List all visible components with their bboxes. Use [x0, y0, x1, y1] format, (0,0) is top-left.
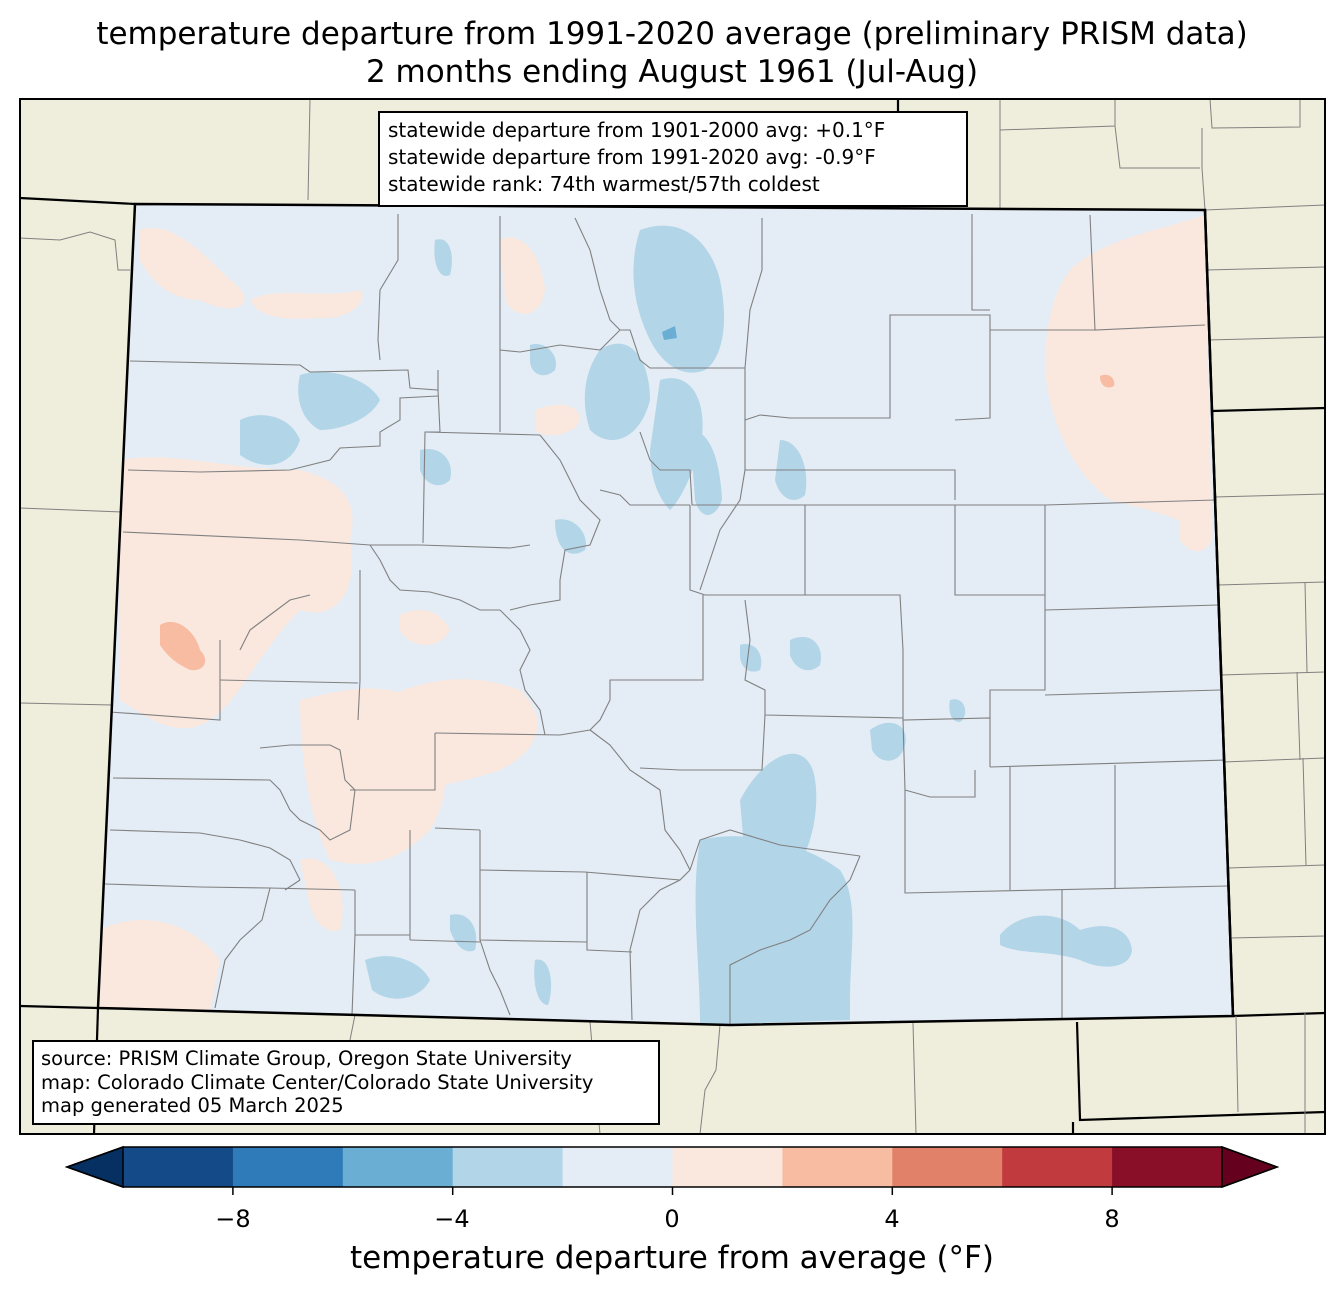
source-credit: source: PRISM Climate Group, Oregon Stat…	[41, 1047, 572, 1070]
stats-departure-1901-2000: statewide departure from 1901-2000 avg: …	[388, 118, 886, 142]
colorbar-bin	[1112, 1147, 1223, 1187]
colorbar	[64, 1145, 1280, 1195]
colorbar-tick-label: −8	[215, 1205, 251, 1233]
colorbar-bin	[782, 1147, 893, 1187]
map-title-line1: temperature departure from 1991-2020 ave…	[96, 16, 1248, 52]
source-box: source: PRISM Climate Group, Oregon Stat…	[32, 1040, 660, 1125]
map-credit: map: Colorado Climate Center/Colorado St…	[41, 1070, 594, 1094]
stats-rank: statewide rank: 74th warmest/57th coldes…	[388, 172, 820, 196]
colorado-border	[96, 202, 1235, 1027]
map-generated-date: map generated 05 March 2025	[41, 1094, 344, 1117]
map-frame	[19, 98, 1326, 1135]
colorbar-tick-label: 8	[1104, 1205, 1120, 1233]
colorbar-bin	[452, 1147, 564, 1187]
colorbar-bin	[123, 1147, 234, 1187]
colorbar-bin	[342, 1147, 454, 1187]
colorbar-tick-label: −4	[434, 1205, 470, 1233]
colorbar-bin	[562, 1147, 673, 1187]
colorbar-bin	[672, 1147, 783, 1187]
colorbar-tick-label: 4	[884, 1205, 900, 1233]
colorbar-under-arrow	[64, 1145, 124, 1189]
temperature-anomaly-regions	[98, 215, 1213, 1025]
colorbar-outline	[64, 1146, 1280, 1188]
county-lines	[104, 214, 1229, 1025]
map-title-line2: 2 months ending August 1961 (Jul-Aug)	[365, 54, 979, 90]
colorbar-tick-label: 0	[664, 1205, 680, 1233]
stats-departure-1991-2020: statewide departure from 1991-2020 avg: …	[388, 145, 876, 169]
colorbar-bin	[892, 1147, 1003, 1187]
statewide-stats-box: statewide departure from 1901-2000 avg: …	[378, 111, 968, 207]
colorbar-bin	[1002, 1147, 1113, 1187]
colorbar-label: temperature departure from average (°F)	[350, 1240, 994, 1276]
colorbar-over-arrow	[1221, 1145, 1280, 1189]
colorbar-bin	[232, 1147, 344, 1187]
